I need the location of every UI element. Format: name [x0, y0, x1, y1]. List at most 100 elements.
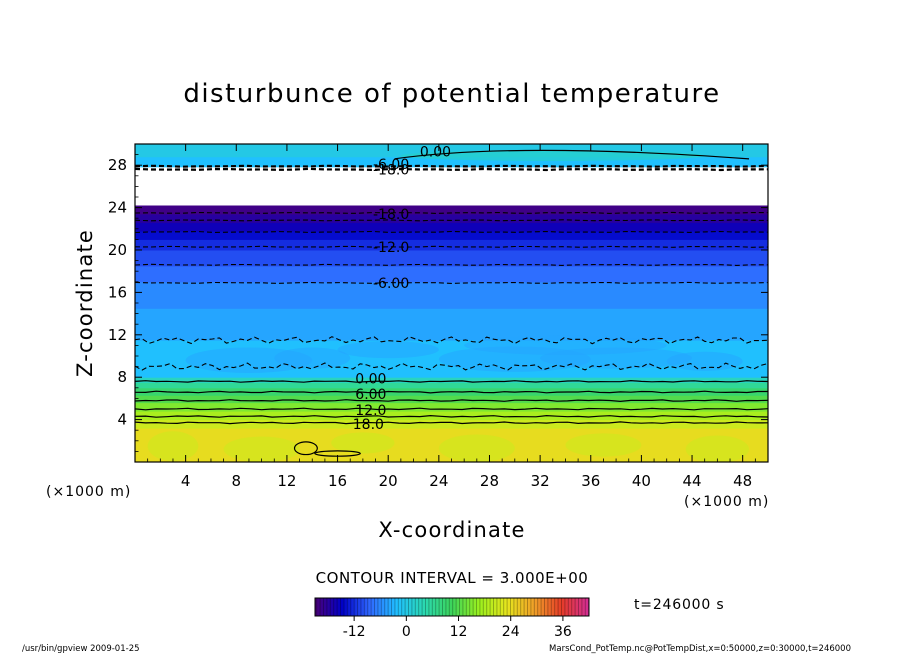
field-patch	[438, 434, 515, 462]
missing-data-band	[135, 167, 768, 206]
contour-label: 12.0	[355, 403, 386, 419]
field-band	[135, 230, 768, 240]
footer-left: /usr/bin/gpview 2009-01-25	[22, 644, 140, 654]
contour-label: -12.0	[373, 240, 409, 256]
contour-lines	[135, 149, 768, 457]
field-patch	[565, 433, 642, 457]
field-patch	[464, 335, 667, 355]
colorbar-tick-label: 12	[450, 624, 468, 640]
contour-line-dashed	[135, 281, 768, 284]
contour-label: -6.00	[373, 276, 409, 292]
contour-line-solid	[135, 407, 768, 411]
colorbar-tick-label: -12	[343, 624, 366, 640]
contour-labels: 0.00-6.00-18.0-18.0-12.0-6.000.006.0012.…	[353, 144, 451, 433]
field-patch	[400, 150, 705, 161]
contour-line-dashed	[135, 263, 768, 266]
field-band	[135, 395, 768, 404]
field-patch	[685, 435, 750, 462]
field-texture	[147, 150, 750, 462]
colorbar-tick-label: 36	[554, 624, 572, 640]
field-band	[135, 411, 768, 421]
field-patch	[147, 431, 199, 461]
contour-line-dashed	[135, 219, 768, 222]
colorbar-divisions	[315, 598, 589, 616]
plot-area: 0.00-6.00-18.0-18.0-12.0-6.000.006.0012.…	[108, 143, 769, 490]
x-tick-label: 28	[480, 472, 499, 490]
x-tick-label: 12	[277, 472, 296, 490]
field-band	[135, 419, 768, 429]
y-axis-ticks: 4 8 12 16 20 24 28	[108, 154, 768, 452]
contour-line-solid	[135, 421, 768, 425]
colorbar-tick-label: 24	[502, 624, 520, 640]
chart-title: disturbunce of potential temperature	[183, 79, 720, 109]
field-band	[135, 377, 768, 383]
time-label: t=246000 s	[634, 597, 724, 613]
field-band	[135, 308, 768, 341]
colorbar: -12 0 12 24 36	[314, 597, 590, 640]
y-tick-label: 16	[108, 283, 127, 301]
x-tick-label: 24	[429, 472, 448, 490]
x-axis-label: X-coordinate	[378, 518, 525, 542]
field-patch	[331, 432, 395, 454]
contour-line-solid	[394, 149, 750, 160]
x-tick-label: 36	[581, 472, 600, 490]
x-tick-label: 20	[379, 472, 398, 490]
field-patch	[666, 351, 743, 371]
contour-line-dashed	[135, 245, 768, 248]
contour-label: 0.00	[355, 371, 386, 387]
field-band	[135, 382, 768, 389]
field-band	[135, 156, 768, 168]
field-band	[135, 213, 768, 223]
y-tick-label: 4	[117, 411, 127, 429]
field-patch	[274, 347, 351, 369]
contour-interval: CONTOUR INTERVAL = 3.000E+00	[316, 569, 589, 587]
contour-line-dashed	[135, 164, 768, 168]
y-tick-label: 28	[108, 156, 127, 174]
x-tick-label: 8	[232, 472, 242, 490]
y-tick-label: 20	[108, 241, 127, 259]
footer-right: MarsCond_PotTemp.nc@PotTempDist,x=0:5000…	[549, 644, 851, 654]
field-patch	[223, 436, 300, 462]
x-tick-label: 40	[632, 472, 651, 490]
contour-line-dashed	[135, 336, 768, 345]
contour-closed	[293, 441, 318, 456]
contour-label: 6.00	[355, 387, 386, 403]
contour-line-solid	[135, 399, 768, 403]
contour-line-dashed	[135, 167, 768, 172]
contour-line-dashed	[135, 211, 768, 214]
x-unit-right: (×1000 m)	[684, 494, 769, 510]
contour-label: -18.0	[373, 163, 409, 179]
y-axis-label: Z-coordinate	[73, 229, 97, 377]
contour-label: -18.0	[373, 207, 409, 223]
x-tick-label: 48	[733, 472, 752, 490]
field-bands	[135, 144, 768, 462]
contour-line-solid	[135, 414, 768, 418]
colorbar-ticks: -12 0 12 24 36	[343, 616, 572, 640]
contour-label: 0.00	[420, 144, 451, 160]
contour-label: -6.00	[373, 157, 409, 173]
contour-line-solid	[135, 390, 768, 394]
contour-line-dashed	[135, 230, 768, 234]
field-band	[135, 239, 768, 251]
y-tick-label: 12	[108, 326, 127, 344]
field-band	[135, 222, 768, 232]
colorbar-tick-label: 0	[402, 624, 411, 640]
field-band	[135, 281, 768, 309]
x-tick-label: 44	[682, 472, 701, 490]
contour-line-dashed	[135, 362, 768, 371]
field-band	[135, 205, 768, 215]
x-tick-label: 32	[531, 472, 550, 490]
field-band	[135, 402, 768, 412]
x-unit-left: (×1000 m)	[46, 484, 131, 500]
contour-label: 18.0	[353, 417, 384, 433]
contour-line-solid	[135, 379, 768, 383]
colorbar-frame	[314, 597, 590, 617]
field-patch	[337, 341, 439, 359]
x-axis-ticks: 4 8 12 16 20 24 28 32 36 40 44 48	[147, 144, 756, 490]
field-band	[135, 265, 768, 283]
x-tick-label: 4	[181, 472, 191, 490]
x-tick-label: 16	[328, 472, 347, 490]
field-band	[135, 250, 768, 267]
y-tick-label: 8	[117, 368, 127, 386]
